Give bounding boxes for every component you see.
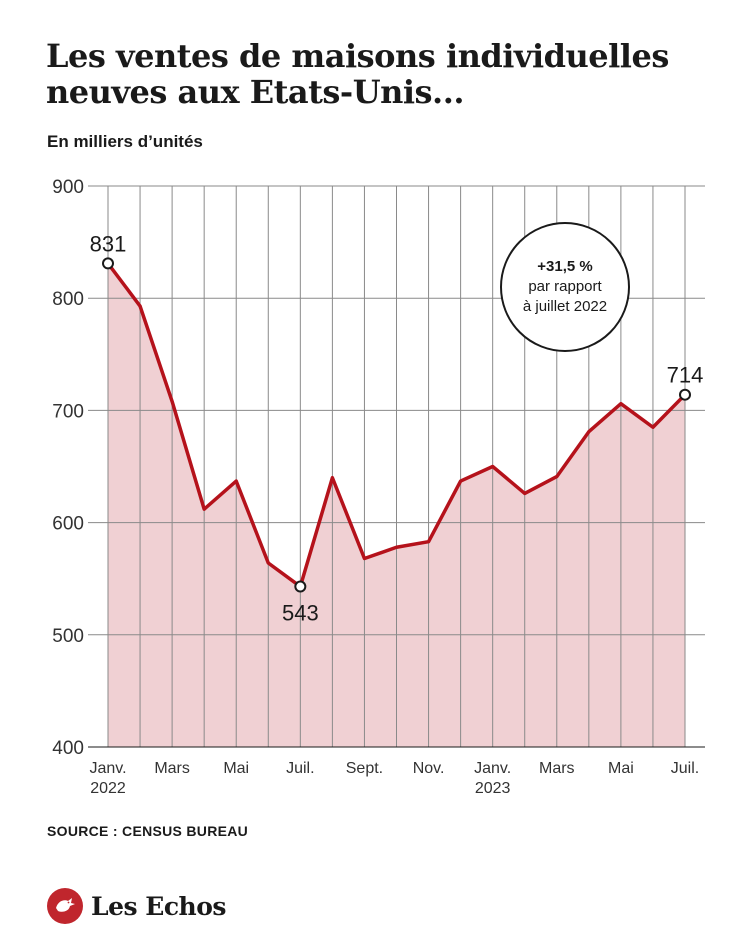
y-tick-label: 700 bbox=[52, 401, 84, 422]
y-tick-label: 900 bbox=[52, 177, 84, 198]
highlighted-point bbox=[102, 257, 114, 270]
highlighted-point bbox=[679, 388, 691, 401]
data-label: 714 bbox=[667, 363, 704, 388]
y-tick-label: 400 bbox=[52, 738, 84, 759]
callout-line-1: par rapport bbox=[528, 278, 602, 295]
y-tick-label: 600 bbox=[52, 514, 84, 535]
area-fill bbox=[108, 263, 685, 747]
brand-name: Les Echos bbox=[91, 891, 226, 921]
y-tick-label: 800 bbox=[52, 289, 84, 310]
x-tick-label: Mars bbox=[154, 760, 190, 777]
x-tick-label: Nov. bbox=[413, 760, 445, 777]
data-label: 543 bbox=[282, 601, 319, 626]
x-tick-label: Janv. bbox=[474, 760, 511, 777]
brand-logo: Les Echos bbox=[47, 888, 226, 924]
data-label: 831 bbox=[90, 231, 127, 256]
chart-title: Les ventes de maisons individuelles neuv… bbox=[46, 37, 669, 111]
y-tick-label: 500 bbox=[52, 626, 84, 647]
callout-line-2: à juillet 2022 bbox=[522, 298, 608, 315]
callout-percentage: +31,5 % bbox=[537, 258, 593, 275]
x-tick-label: Janv. bbox=[89, 760, 126, 777]
line-area-chart: 400 500 600 700 800 900 831 543 714 Janv. 2022 Mars… bbox=[52, 177, 705, 797]
rooster-icon bbox=[47, 888, 83, 924]
x-tick-label: Mai bbox=[223, 760, 249, 777]
x-tick-label: Sept. bbox=[346, 760, 383, 777]
unit-label: En milliers d’unités bbox=[47, 132, 203, 151]
x-tick-label: Juil. bbox=[671, 760, 699, 777]
x-tick-label: Mars bbox=[539, 760, 575, 777]
x-tick-year-label: 2022 bbox=[90, 780, 126, 797]
highlighted-point bbox=[294, 580, 307, 593]
x-tick-label: Mai bbox=[608, 760, 634, 777]
source-note: SOURCE : CENSUS BUREAU bbox=[47, 823, 249, 839]
x-tick-label: Juil. bbox=[286, 760, 314, 777]
x-tick-year-label: 2023 bbox=[475, 780, 511, 797]
change-callout: +31,5 % par rapport à juillet 2022 bbox=[500, 222, 630, 352]
